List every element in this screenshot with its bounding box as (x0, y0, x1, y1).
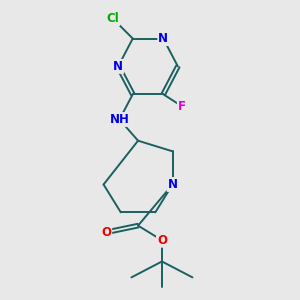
Text: Cl: Cl (106, 12, 119, 25)
Text: O: O (101, 226, 111, 239)
Text: N: N (158, 32, 168, 45)
Text: N: N (168, 178, 178, 191)
Text: NH: NH (110, 113, 129, 126)
Text: F: F (178, 100, 186, 113)
Text: N: N (113, 60, 123, 73)
Text: O: O (157, 234, 167, 247)
